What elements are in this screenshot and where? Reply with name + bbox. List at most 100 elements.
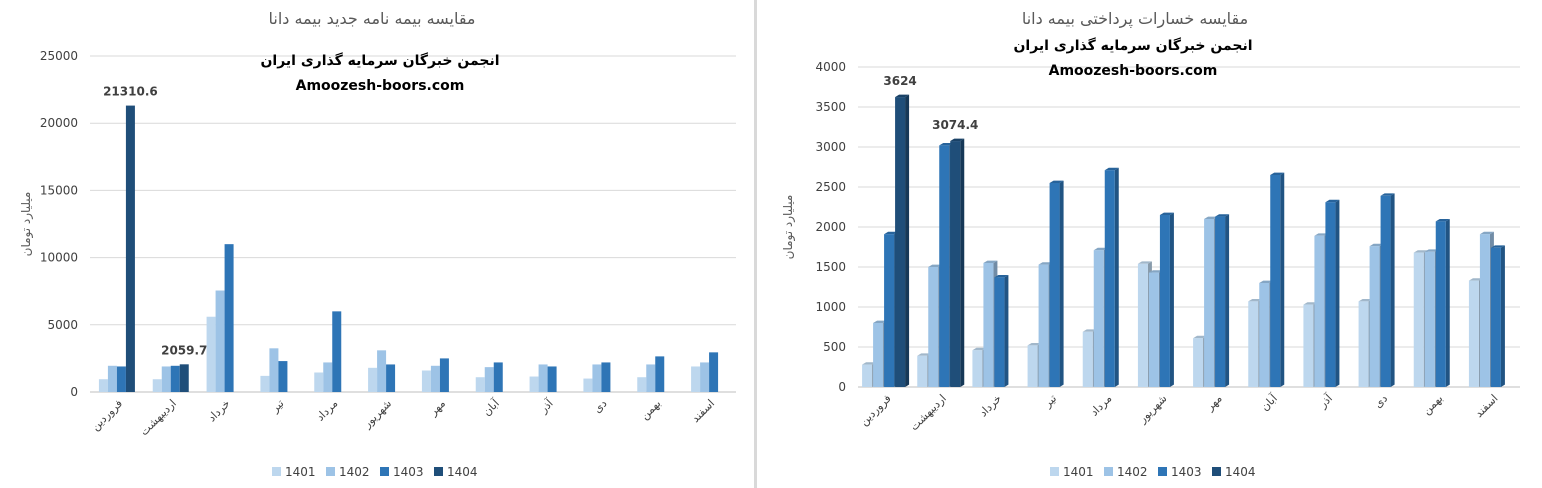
- legend-swatch-1402: [326, 467, 335, 476]
- y-tick-label: 500: [823, 340, 846, 354]
- bar-1402: [215, 290, 225, 392]
- y-tick-label: 1000: [815, 300, 846, 314]
- y-tick-label: 20000: [40, 116, 78, 130]
- bar-1401: [1468, 280, 1479, 387]
- bar-1401: [1027, 345, 1038, 387]
- bar-1402: [1093, 250, 1104, 387]
- x-tick-label: آبان: [1258, 391, 1281, 414]
- bar-top-1402: [873, 320, 888, 323]
- legend-swatch-1404: [434, 467, 443, 476]
- bar-side-1403: [1114, 167, 1119, 387]
- bar-1401: [260, 375, 270, 392]
- bar-1404: [950, 141, 961, 387]
- bar-1402: [592, 364, 602, 392]
- bar-top-1401: [1027, 343, 1042, 346]
- bar-side-1403: [1169, 212, 1174, 387]
- x-tick-label: آبان: [480, 396, 503, 419]
- bar-1403: [1270, 175, 1281, 387]
- bar-1403: [1104, 170, 1115, 387]
- legend-label-1404: 1404: [1225, 465, 1256, 479]
- bar-1401: [862, 364, 873, 387]
- bar-1401: [1193, 338, 1204, 387]
- y-axis-label: میلیارد تومان: [781, 195, 796, 260]
- bar-side-1403: [1059, 180, 1064, 387]
- x-tick-label: بهمن: [638, 397, 663, 422]
- bar-1403: [884, 234, 895, 387]
- data-label: 3624: [883, 74, 916, 88]
- bar-1401: [972, 350, 983, 387]
- bar-1401: [1082, 331, 1093, 387]
- x-tick-label: مهر: [1203, 392, 1225, 414]
- bar-1402: [1479, 234, 1490, 387]
- bar-1401: [583, 378, 593, 392]
- watermark-website: Amoozesh-boors.com: [295, 78, 465, 94]
- bar-1402: [161, 366, 171, 392]
- bar-top-1403: [1435, 219, 1450, 222]
- bar-top-1403: [1215, 214, 1230, 217]
- legend-swatch-1402: [1104, 467, 1113, 476]
- chart-panel-new-policies: مقایسه بیمه نامه جدید بیمه دانا 0 5000 1000…: [0, 0, 754, 488]
- y-tick-label: 15000: [40, 183, 78, 197]
- bar-1402: [1369, 246, 1380, 387]
- bar-1401: [1413, 252, 1424, 387]
- bar-side-1403: [1500, 245, 1505, 387]
- bar-top-1401: [917, 353, 932, 356]
- bar-top-1403: [1049, 180, 1064, 183]
- x-tick-label: اردیبهشت: [908, 392, 949, 433]
- x-tick-label: مهر: [426, 397, 448, 419]
- bar-1402: [983, 263, 994, 387]
- bar-top-1404: [895, 94, 910, 98]
- bar-1401: [637, 377, 647, 392]
- y-tick-label: 0: [838, 380, 846, 394]
- bar-1404: [179, 364, 189, 392]
- bar-1401: [1248, 301, 1259, 387]
- bar-side-1403: [1445, 219, 1450, 387]
- bar-1401: [314, 372, 324, 392]
- legend-swatch-1404: [1212, 467, 1221, 476]
- watermark-org-name: انجمن خبرگان سرمایه گذاری ایران: [1013, 38, 1253, 54]
- bar-1403: [1380, 195, 1391, 387]
- bar-1403: [547, 366, 557, 392]
- bar-1401: [475, 377, 485, 392]
- bar-1402: [107, 365, 117, 392]
- bar-1403: [1325, 202, 1336, 387]
- bar-top-1402: [1479, 231, 1494, 235]
- bar-top-1403: [994, 275, 1009, 278]
- bar-top-1401: [1468, 278, 1483, 281]
- bar-1403: [116, 366, 126, 392]
- bar-1403: [1159, 215, 1170, 387]
- legend-label-1402: 1402: [339, 465, 370, 479]
- y-axis-label: میلیارد تومان: [19, 192, 34, 257]
- bar-top-1404: [950, 138, 965, 142]
- bar-1403: [170, 365, 180, 392]
- bar-top-1403: [939, 143, 954, 146]
- x-tick-label: دی: [591, 397, 610, 416]
- bar-1402: [1204, 219, 1215, 387]
- x-tick-label: بهمن: [1420, 392, 1445, 417]
- x-tick-label: فروردین: [857, 392, 893, 428]
- bar-1403: [224, 244, 234, 392]
- bar-top-1402: [1369, 243, 1384, 247]
- bar-1402: [269, 348, 279, 392]
- x-tick-label: شهریور: [1135, 392, 1169, 426]
- bar-side-1403: [1225, 214, 1230, 387]
- x-tick-label: فروردین: [89, 397, 125, 433]
- bar-top-1403: [1380, 193, 1395, 196]
- bar-1403: [1049, 183, 1060, 387]
- bar-top-1401: [1193, 335, 1208, 339]
- claims-paid-bar-chart: مقایسه خسارات پرداختی بیمه دانا 0 500 1000 1…: [781, 9, 1520, 479]
- bar-1404: [895, 97, 906, 387]
- x-tick-label: اسفند: [1472, 392, 1500, 420]
- bar-1402: [928, 267, 939, 387]
- bar-1402: [1038, 264, 1049, 387]
- y-tick-label: 25000: [40, 49, 78, 63]
- legend-swatch-1403: [380, 467, 389, 476]
- x-tick-label: اسفند: [689, 397, 717, 425]
- x-tick-label: شهریور: [360, 397, 394, 431]
- y-tick-label: 5000: [47, 318, 78, 332]
- bar-1401: [691, 366, 701, 392]
- bar-top-1401: [1082, 329, 1097, 332]
- bar-1401: [1303, 304, 1314, 387]
- bar-1402: [323, 362, 333, 392]
- bar-top-1402: [1424, 249, 1439, 252]
